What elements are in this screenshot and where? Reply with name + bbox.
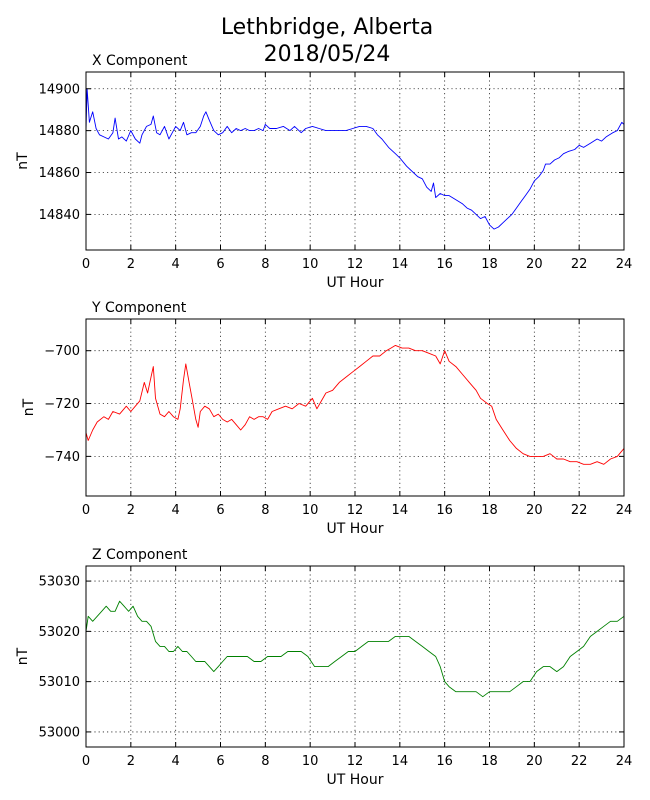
y-tick-label: 53000	[39, 725, 80, 740]
x-tick-label: 2	[127, 257, 135, 272]
x-tick-label: 0	[82, 257, 90, 272]
x-tick-label: 20	[526, 754, 543, 769]
x-axis-label: UT Hour	[327, 772, 384, 788]
x-tick-label: 6	[216, 503, 224, 518]
x-tick-label: 6	[216, 257, 224, 272]
x-tick-label: 8	[261, 754, 269, 769]
plot-frame	[85, 565, 625, 748]
series-line	[85, 344, 625, 465]
x-tick-label: 16	[436, 754, 453, 769]
x-tick-label: 12	[347, 503, 364, 518]
y-tick-label: −740	[44, 450, 80, 465]
x-tick-label: 4	[172, 503, 180, 518]
y-axis-label: nT	[21, 398, 37, 416]
x-tick-label: 14	[392, 257, 409, 272]
panel-title: Y Component	[91, 300, 187, 316]
y-tick-label: 53020	[39, 625, 80, 640]
y-axis-label: nT	[15, 152, 31, 170]
x-tick-label: 18	[481, 257, 498, 272]
x-tick-label: 2	[127, 503, 135, 518]
x-tick-label: 22	[571, 503, 588, 518]
y-tick-label: −700	[44, 344, 80, 359]
figure-title-line1: Lethbridge, Alberta	[221, 15, 433, 40]
x-tick-label: 12	[347, 754, 364, 769]
x-tick-label: 2	[127, 754, 135, 769]
y-tick-label: −720	[44, 397, 80, 412]
panel-title: Z Component	[92, 547, 188, 563]
x-tick-label: 24	[616, 503, 633, 518]
x-tick-label: 10	[302, 754, 319, 769]
series-line	[85, 600, 625, 698]
x-tick-label: 22	[571, 754, 588, 769]
y-tick-label: 53030	[39, 575, 80, 590]
y-tick-label: 14900	[39, 82, 80, 97]
x-tick-label: 24	[616, 257, 633, 272]
y-tick-label: 14840	[39, 208, 80, 223]
panel-3: 0 2 4 6 8 10 12 14 16 18 20 22 245300053010530205303…	[15, 547, 632, 788]
x-axis-label: UT Hour	[327, 521, 384, 537]
x-tick-label: 14	[392, 754, 409, 769]
x-tick-label: 8	[261, 257, 269, 272]
panel-1: 0 2 4 6 8 10 12 14 16 18 20 22 241484014860148801490…	[15, 53, 632, 291]
x-tick-label: 18	[481, 503, 498, 518]
x-tick-label: 8	[261, 503, 269, 518]
x-tick-label: 10	[302, 257, 319, 272]
x-tick-label: 12	[347, 257, 364, 272]
y-tick-label: 14880	[39, 124, 80, 139]
y-tick-label: 53010	[39, 675, 80, 690]
figure-title-line2: 2018/05/24	[264, 42, 391, 67]
x-tick-label: 24	[616, 754, 633, 769]
x-tick-label: 4	[172, 754, 180, 769]
y-tick-label: 14860	[39, 166, 80, 181]
x-tick-label: 20	[526, 257, 543, 272]
x-tick-label: 10	[302, 503, 319, 518]
x-tick-label: 4	[172, 257, 180, 272]
x-axis-label: UT Hour	[327, 275, 384, 291]
panels-group: 0 2 4 6 8 10 12 14 16 18 20 22 241484014860148801490…	[15, 53, 632, 788]
x-tick-label: 18	[481, 754, 498, 769]
x-tick-label: 20	[526, 503, 543, 518]
series-line	[85, 88, 625, 230]
x-tick-label: 14	[392, 503, 409, 518]
x-tick-label: 16	[436, 257, 453, 272]
x-tick-label: 6	[216, 754, 224, 769]
x-tick-label: 0	[82, 754, 90, 769]
panel-title: X Component	[92, 53, 188, 69]
x-tick-label: 22	[571, 257, 588, 272]
y-axis-label: nT	[15, 647, 31, 665]
x-tick-label: 0	[82, 503, 90, 518]
x-tick-label: 16	[436, 503, 453, 518]
